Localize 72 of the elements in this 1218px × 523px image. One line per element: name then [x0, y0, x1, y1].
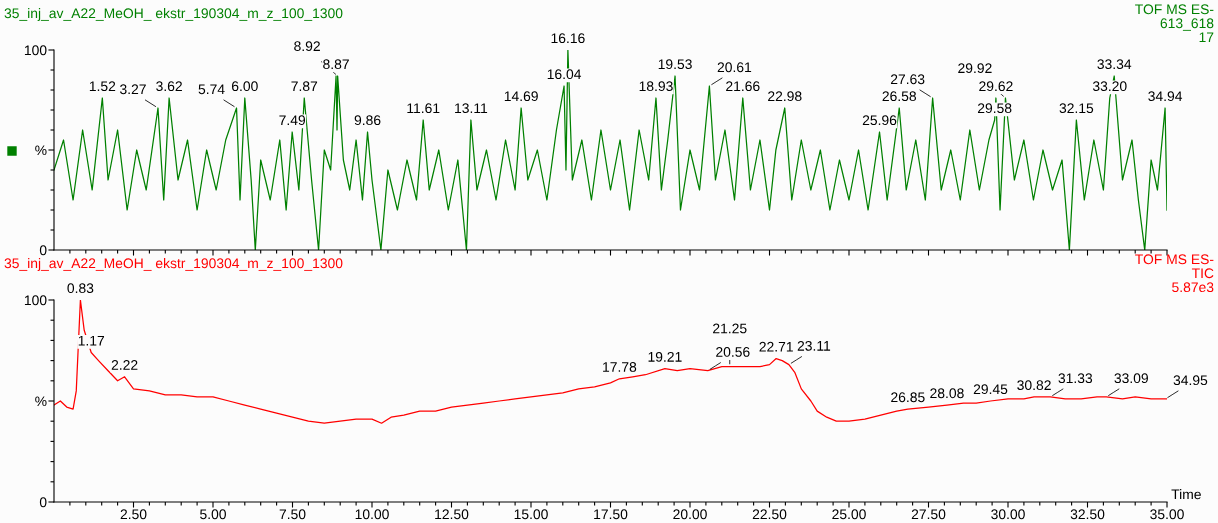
x-tick-label: 32.50	[1070, 509, 1105, 520]
annotation: 8.87	[323, 59, 349, 70]
x-axis-title: Time	[1171, 489, 1201, 500]
annotation: 22.98	[768, 91, 802, 102]
annotation: 23.11	[797, 340, 831, 351]
x-tick-label: 25.00	[832, 509, 866, 520]
annotation: 7.87	[291, 81, 318, 92]
annotation: 8.92	[294, 41, 320, 52]
annotation: 19.21	[648, 351, 682, 362]
annotation: 29.92	[958, 63, 992, 74]
annotation: 16.04	[547, 69, 582, 80]
annotation: 31.33	[1058, 373, 1093, 384]
chart-title: 35_inj_av_A22_MeOH_ ekstr_190304_m_z_100_1300	[4, 258, 343, 271]
annotation: 1.52	[89, 81, 116, 92]
annotation: 33.20	[1092, 81, 1127, 92]
x-tick-label: 12.50	[435, 509, 469, 520]
y-tick-label: 0	[39, 497, 47, 508]
annotation: 6.00	[231, 81, 258, 92]
annotation: 3.62	[156, 81, 182, 92]
x-tick-label: 30.00	[991, 509, 1025, 520]
annotation: 33.09	[1114, 373, 1148, 384]
annotation: 1.17	[78, 335, 105, 346]
annotation: 17.78	[603, 362, 637, 372]
annotation: 7.49	[279, 115, 306, 126]
chart-title: 35_inj_av_A22_MeOH_ ekstr_190304_m_z_100_1300	[4, 8, 343, 21]
annotation: 33.34	[1097, 59, 1132, 70]
annotation: 25.96	[862, 115, 897, 126]
line-series	[54, 300, 1167, 424]
annotation: 13.11	[455, 103, 488, 114]
x-tick-label: 17.50	[594, 509, 628, 520]
x-tick-label: 20.00	[673, 509, 707, 520]
annotation: 18.93	[639, 81, 673, 92]
x-tick-label: 5.00	[200, 509, 226, 520]
chart-subtitle: TOF MS ES- TIC 5.87e3	[1135, 254, 1214, 293]
annotation: 5.74	[198, 84, 225, 95]
annotation: 29.58	[977, 103, 1012, 114]
annotation: 27.63	[890, 74, 925, 85]
annotation: 32.15	[1059, 103, 1094, 114]
annotation: 2.22	[111, 360, 138, 370]
annotation: 26.58	[882, 91, 917, 102]
x-tick-label: 27.50	[911, 509, 946, 520]
y-tick-label: 0	[39, 245, 47, 256]
annotation: 21.25	[713, 323, 747, 334]
annotation: 22.71	[759, 341, 793, 352]
annotation: 26.85	[891, 392, 925, 403]
x-tick-label: 10.00	[355, 509, 389, 520]
annotation: 34.95	[1173, 375, 1208, 386]
annotation: 19.53	[658, 59, 692, 70]
y-tick-label: 100	[24, 45, 47, 56]
annotation: 20.56	[716, 347, 750, 357]
y-tick-label: %	[35, 145, 47, 156]
chart-subtitle: TOF MS ES- 613_618 17	[1135, 4, 1214, 42]
annotation: 29.45	[973, 384, 1008, 395]
annotation: 14.69	[504, 91, 538, 102]
x-tick-label: 15.00	[514, 509, 548, 520]
x-tick-label: 22.50	[752, 509, 787, 520]
annotation: 30.82	[1017, 380, 1051, 391]
y-tick-label: 100	[24, 295, 47, 306]
annotation: 29.62	[979, 81, 1013, 92]
annotation: 0.83	[67, 283, 94, 294]
annotation: 20.61	[717, 62, 752, 73]
x-tick-label: 7.50	[279, 509, 306, 520]
y-tick-label: %	[35, 396, 47, 407]
annotation: 28.08	[930, 388, 964, 399]
annotation: 11.61	[407, 103, 440, 114]
annotation: 21.66	[726, 81, 760, 92]
x-tick-label: 35.00	[1150, 509, 1184, 520]
annotation: 3.27	[120, 84, 146, 95]
x-tick-label: 2.50	[120, 509, 147, 520]
annotation: 16.16	[551, 33, 585, 44]
annotation: 34.94	[1148, 91, 1183, 102]
annotation: 9.86	[354, 115, 381, 126]
